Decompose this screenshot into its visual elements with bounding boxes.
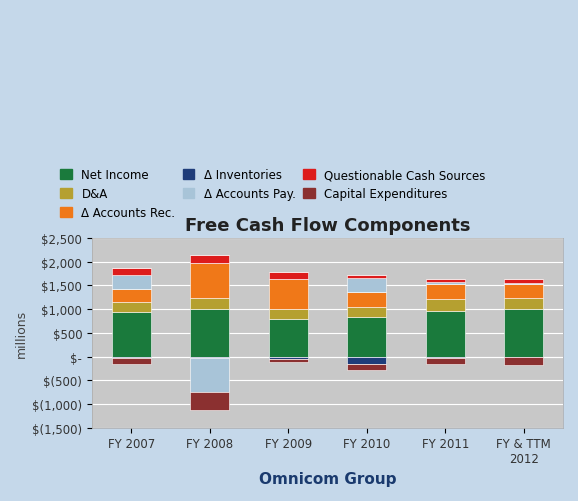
Bar [425,311,465,357]
Bar [112,269,151,275]
Bar [190,310,229,357]
Bar [425,357,465,358]
Bar [190,299,229,310]
Bar [190,392,229,410]
Bar [190,263,229,299]
Bar [112,358,151,364]
Bar [112,303,151,312]
Bar [347,292,386,308]
X-axis label: Omnicom Group: Omnicom Group [259,471,397,486]
Bar [425,300,465,311]
Bar [190,358,229,392]
Bar [112,275,151,289]
Bar [112,312,151,357]
Legend: Net Income, D&A, Δ Accounts Rec., Δ Inventories, Δ Accounts Pay., Questionable C: Net Income, D&A, Δ Accounts Rec., Δ Inve… [60,169,486,219]
Bar [425,285,465,300]
Bar [347,275,386,279]
Bar [112,357,151,358]
Bar [425,358,465,364]
Bar [504,299,543,310]
Bar [112,289,151,303]
Bar [504,310,543,357]
Bar [190,256,229,263]
Bar [269,359,308,363]
Bar [504,285,543,299]
Bar [504,280,543,284]
Bar [347,364,386,370]
Bar [425,279,465,283]
Bar [425,283,465,285]
Bar [269,319,308,357]
Bar [269,357,308,359]
Bar [347,308,386,317]
Bar [347,357,386,364]
Bar [347,279,386,292]
Bar [504,284,543,285]
Y-axis label: millions: millions [15,309,28,357]
Bar [269,273,308,279]
Bar [269,279,308,310]
Bar [190,357,229,358]
Bar [504,357,543,365]
Bar [269,310,308,319]
Bar [347,317,386,357]
Title: Free Cash Flow Components: Free Cash Flow Components [185,216,470,234]
